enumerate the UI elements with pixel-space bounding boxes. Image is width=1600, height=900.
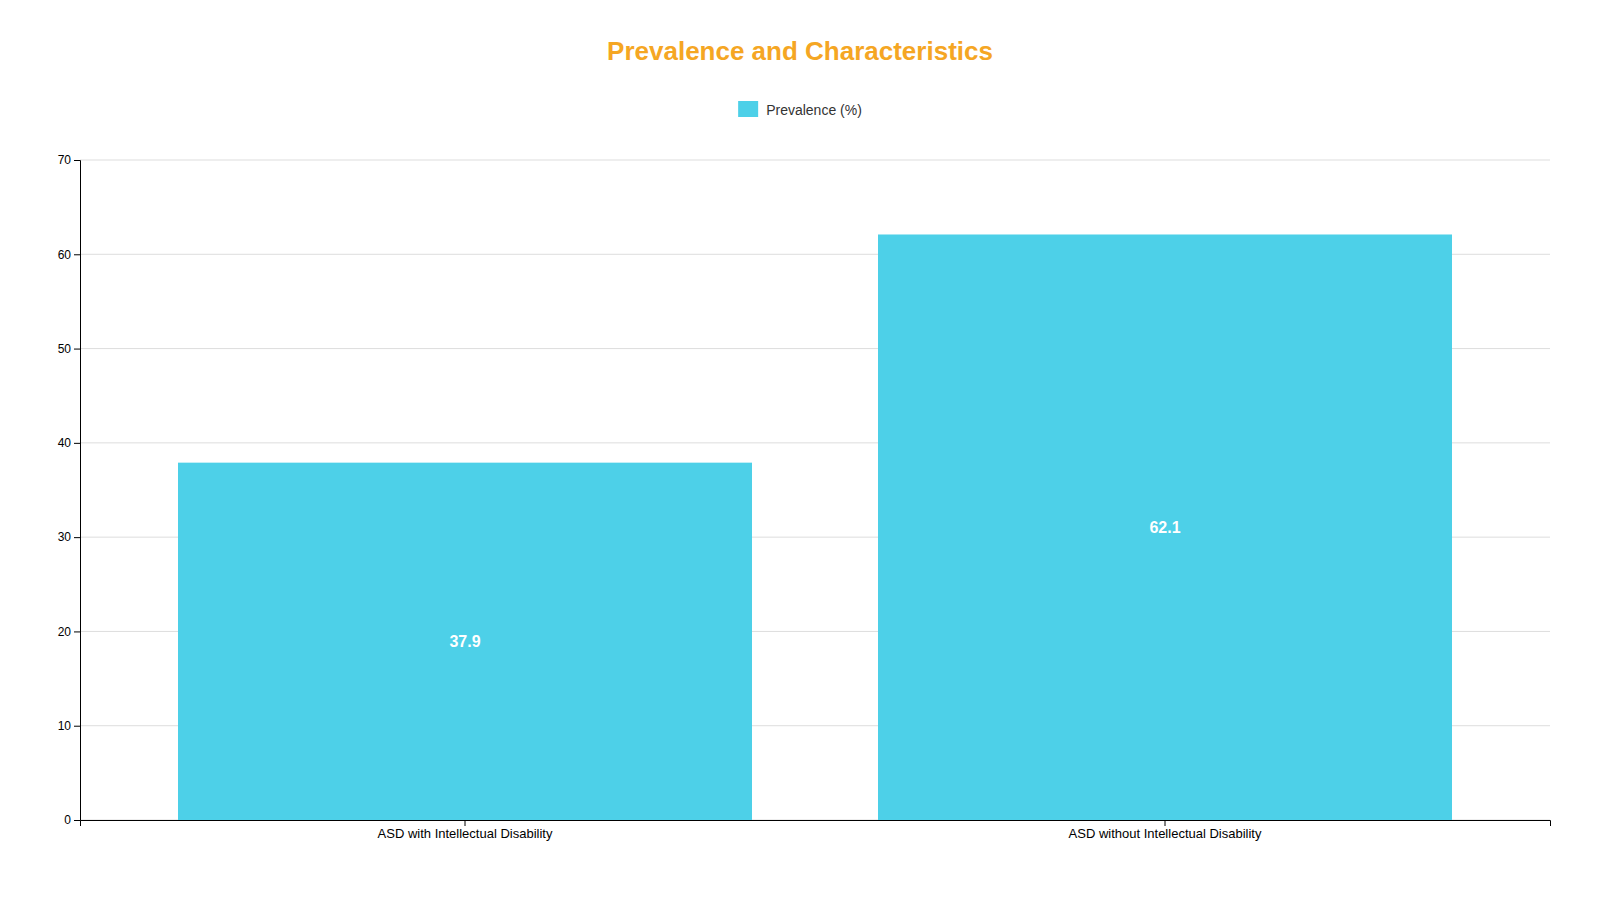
plot-area: 37.9 62.1 0 10 20 30 40 50 60 70 ASD with Intellec… [58,153,1551,841]
y-tick-label: 20 [58,625,72,639]
y-tick-label: 60 [58,248,72,262]
bar [178,463,752,820]
x-tick-label: ASD with Intellectual Disability [378,826,553,841]
y-tick: 70 [58,153,80,167]
bars [178,234,1452,820]
y-tick-label: 50 [58,342,72,356]
y-tick-mark [74,631,80,632]
data-label: 37.9 [449,633,480,650]
y-tick: 50 [58,342,80,356]
legend: Prevalence (%) [738,101,862,118]
y-tick: 60 [58,248,80,262]
bar [878,234,1452,820]
y-axis-line [74,161,81,821]
y-tick-label: 70 [58,153,72,167]
y-tick: 0 [64,813,80,827]
y-tick: 40 [58,436,80,450]
y-tick-mark [74,254,80,255]
legend-label: Prevalence (%) [766,102,862,118]
x-tick: ASD with Intellectual Disability [378,820,553,841]
x-tick-mark [1165,820,1166,826]
y-tick-mark [74,160,80,161]
y-tick-mark [74,537,80,538]
x-tick: ASD without Intellectual Disability [1069,820,1262,841]
x-axis: ASD with Intellectual Disability ASD with… [81,820,1551,841]
y-tick-mark [74,349,80,350]
legend-item: Prevalence (%) [738,101,862,118]
chart-title: Prevalence and Characteristics [607,36,993,66]
y-tick-label: 10 [58,719,72,733]
chart-svg: Prevalence and Characteristics 37.9 62.1 0 1… [0,0,1600,900]
y-tick-mark [74,820,80,821]
y-tick: 20 [58,625,80,639]
data-label: 62.1 [1149,519,1180,536]
y-tick: 10 [58,719,80,733]
data-labels: 37.9 62.1 [449,519,1180,650]
x-tick-label: ASD without Intellectual Disability [1069,826,1262,841]
y-tick-label: 30 [58,530,72,544]
grid [80,160,1550,820]
x-tick-mark [465,820,466,826]
y-axis: 0 10 20 30 40 50 60 70 [58,153,81,827]
y-tick: 30 [58,530,80,544]
y-tick-label: 40 [58,436,72,450]
y-tick-label: 0 [64,813,71,827]
grid-line [80,160,1550,161]
x-axis-line [81,821,1551,827]
y-tick-mark [74,726,80,727]
legend-swatch [738,101,758,117]
y-tick-mark [74,443,80,444]
